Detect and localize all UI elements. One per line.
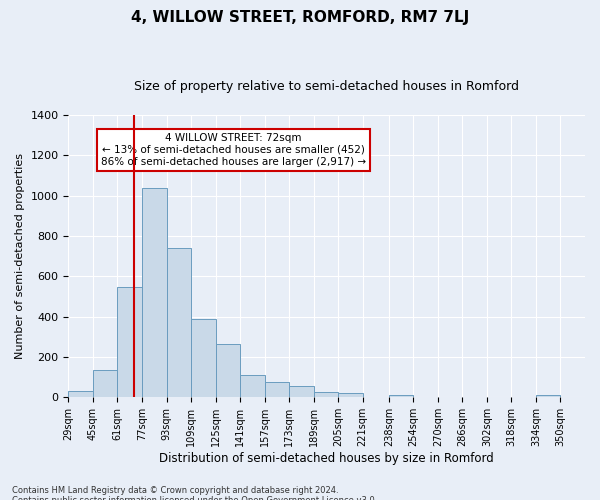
- Bar: [191, 318, 215, 398]
- Text: Contains public sector information licensed under the Open Government Licence v3: Contains public sector information licen…: [12, 496, 377, 500]
- Bar: [289, 386, 314, 398]
- Bar: [118, 288, 142, 398]
- Bar: [93, 370, 118, 398]
- Bar: [215, 344, 240, 398]
- Bar: [536, 396, 560, 398]
- Text: 4 WILLOW STREET: 72sqm
← 13% of semi-detached houses are smaller (452)
86% of se: 4 WILLOW STREET: 72sqm ← 13% of semi-det…: [101, 134, 366, 166]
- Y-axis label: Number of semi-detached properties: Number of semi-detached properties: [15, 153, 25, 359]
- Text: Contains HM Land Registry data © Crown copyright and database right 2024.: Contains HM Land Registry data © Crown c…: [12, 486, 338, 495]
- Bar: [167, 248, 191, 398]
- X-axis label: Distribution of semi-detached houses by size in Romford: Distribution of semi-detached houses by …: [160, 452, 494, 465]
- Bar: [389, 396, 413, 398]
- Text: 4, WILLOW STREET, ROMFORD, RM7 7LJ: 4, WILLOW STREET, ROMFORD, RM7 7LJ: [131, 10, 469, 25]
- Bar: [142, 188, 167, 398]
- Bar: [338, 394, 363, 398]
- Bar: [265, 382, 289, 398]
- Bar: [314, 392, 338, 398]
- Title: Size of property relative to semi-detached houses in Romford: Size of property relative to semi-detach…: [134, 80, 519, 93]
- Bar: [68, 392, 93, 398]
- Bar: [240, 375, 265, 398]
